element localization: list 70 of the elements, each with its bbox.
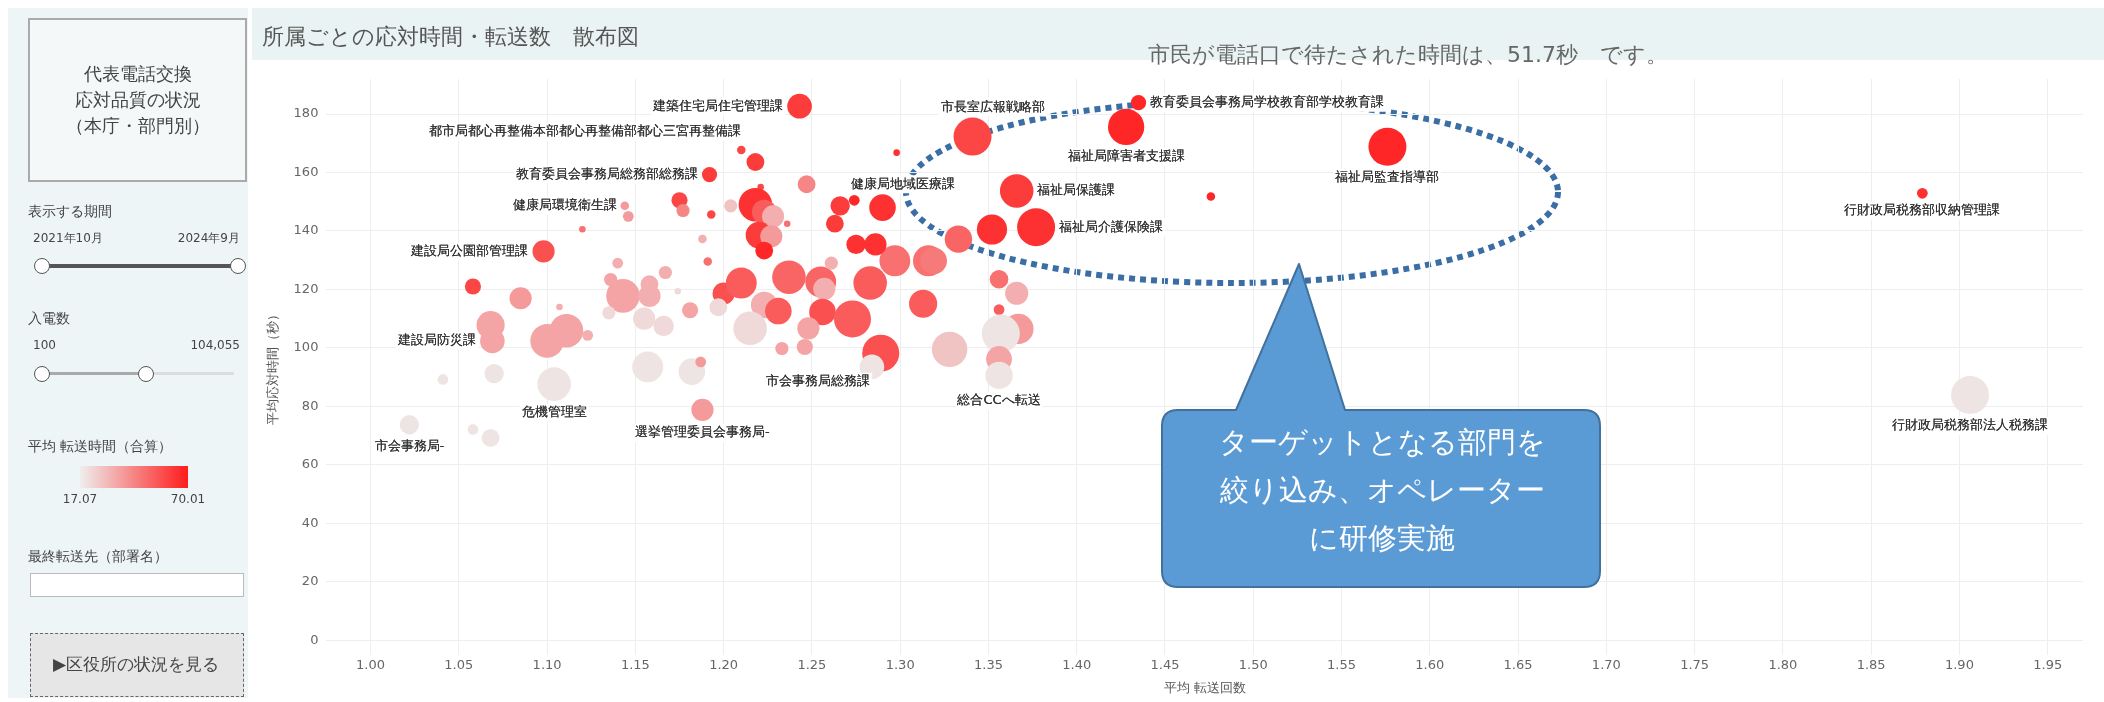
text: 市民が電話口で待たされた時間は、51.7秒 です。: [1148, 41, 1668, 69]
annotation: 建築住宅局住宅管理課: [652, 97, 784, 113]
text: 入電数: [28, 310, 70, 328]
x-tick-label: 1.85: [1856, 656, 1886, 672]
chart-title: 所属ごとの応対時間・転送数 散布図: [262, 23, 639, 51]
x-tick-label: 1.35: [973, 656, 1003, 672]
annotation: ターゲットとなる部門を: [1217, 424, 1547, 461]
x-tick-label: 1.80: [1768, 656, 1798, 672]
x-tick-label: 1.10: [532, 656, 562, 672]
y-tick-label: 180: [293, 105, 319, 121]
y-tick-label: 120: [293, 280, 319, 296]
y-tick-label: 60: [301, 456, 319, 472]
x-tick-label: 1.70: [1591, 656, 1621, 672]
x-tick-label: 1.15: [620, 656, 650, 672]
x-tick-label: 1.30: [885, 656, 915, 672]
y-tick-label: 100: [293, 339, 319, 355]
x-tick-label: 1.40: [1062, 656, 1092, 672]
x-tick-label: 1.75: [1680, 656, 1710, 672]
annotation: 教育委員会事務局学校教育部学校教育課: [1150, 94, 1385, 110]
y-tick-label: 160: [293, 163, 319, 179]
annotation: 市会事務局総務課: [766, 373, 871, 389]
x-tick-label: 1.00: [356, 656, 386, 672]
x-tick-label: 1.20: [709, 656, 739, 672]
text: 2024年9月: [177, 230, 240, 247]
annotation: 建設局防災課: [397, 332, 477, 348]
text: （本庁・部門別）: [65, 114, 210, 138]
annotation: 福祉局監査指導部: [1335, 169, 1440, 185]
annotation: 健康局環境衛生課: [512, 197, 617, 213]
annotation: 都市局都心再整備本部都心再整備部都心三宮再整備課: [429, 123, 742, 139]
text: 104,055: [190, 338, 240, 352]
y-tick-label: 80: [301, 397, 319, 413]
y-tick-label: 40: [301, 514, 319, 530]
x-tick-label: 1.90: [1944, 656, 1974, 672]
y-tick-label: 0: [310, 631, 319, 647]
annotation: 福祉局障害者支援課: [1067, 148, 1185, 164]
text: 100: [33, 338, 56, 352]
x-tick-label: 1.95: [2033, 656, 2063, 672]
x-axis-title: 平均 転送回数: [1163, 679, 1246, 695]
y-tick-label: 140: [293, 222, 319, 238]
text: 代表電話交換: [83, 62, 192, 86]
annotation: 福祉局保護課: [1037, 182, 1116, 198]
x-tick-label: 1.55: [1327, 656, 1356, 672]
x-tick-label: 1.50: [1238, 656, 1268, 672]
annotation: に研修実施: [1308, 520, 1456, 557]
text: 最終転送先（部署名）: [28, 548, 168, 566]
color-bar-label: 17.07: [61, 492, 99, 506]
x-tick-label: 1.65: [1503, 656, 1533, 672]
annotation: 行財政局税務部収納管理課: [1844, 202, 2001, 218]
annotation: 総合CCへ転送: [956, 392, 1041, 408]
annotation: 行財政局税務部法人税務課: [1892, 417, 2049, 433]
text: 応対品質の状況: [74, 88, 201, 112]
y-tick-label: 20: [301, 573, 319, 589]
annotation: 教育委員会事務局総務部総務課: [515, 165, 698, 181]
annotation: 健康局地域医療課: [850, 175, 955, 191]
text: 表示する期間: [28, 203, 112, 221]
text: 2021年10月: [33, 230, 103, 247]
color-bar-title: 平均 転送時間（合算）: [28, 438, 173, 456]
y-axis-title: 平均応対時間（秒）: [265, 308, 281, 426]
x-tick-label: 1.05: [444, 656, 474, 672]
annotation: 福祉局介護保険課: [1059, 218, 1164, 234]
x-tick-label: 1.25: [797, 656, 827, 672]
annotation: 建設局公園部管理課: [410, 242, 529, 258]
annotation: 危機管理室: [521, 404, 587, 420]
annotation: 市会事務局-: [374, 437, 445, 453]
color-bar-label: 70.01: [169, 492, 207, 506]
annotation: 選挙管理委員会事務局-: [635, 424, 771, 440]
annotation: 絞り込み、オペレーター: [1218, 472, 1546, 509]
annotation: 市長室広報戦略部: [940, 98, 1045, 114]
x-tick-label: 1.60: [1415, 656, 1445, 672]
x-tick-label: 1.45: [1150, 656, 1180, 672]
